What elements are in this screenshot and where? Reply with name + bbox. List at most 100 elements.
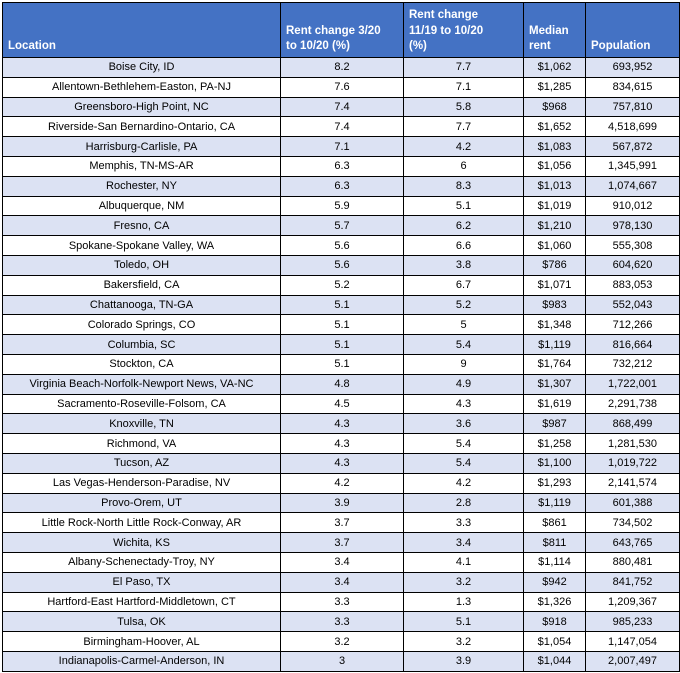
- cell-population: 880,481: [585, 551, 680, 573]
- cell-median-rent: $1,348: [523, 314, 586, 336]
- cell-population: 643,765: [585, 532, 680, 553]
- cell-population: 2,291,738: [585, 393, 680, 415]
- cell-population: 734,502: [585, 512, 680, 534]
- cell-median-rent: $1,293: [523, 472, 586, 494]
- cell-location: Columbia, SC: [2, 334, 281, 355]
- cell-rent-change-3-20: 5.6: [280, 254, 404, 276]
- col-header-location: Location: [2, 2, 281, 58]
- cell-median-rent: $1,054: [523, 631, 586, 652]
- cell-location: Allentown-Bethlehem-Easton, PA-NJ: [2, 76, 281, 98]
- cell-population: 567,872: [585, 136, 680, 157]
- cell-location: Spokane-Spokane Valley, WA: [2, 235, 281, 256]
- cell-population: 1,074,667: [585, 175, 680, 197]
- cell-rent-change-11-19: 4.2: [403, 136, 524, 157]
- cell-rent-change-11-19: 1.3: [403, 591, 524, 613]
- cell-rent-change-11-19: 4.3: [403, 393, 524, 415]
- cell-rent-change-3-20: 3.7: [280, 532, 404, 553]
- cell-location: Stockton, CA: [2, 353, 281, 375]
- cell-rent-change-11-19: 3.2: [403, 631, 524, 652]
- cell-median-rent: $1,062: [523, 57, 586, 78]
- table-row: Sacramento-Roseville-Folsom, CA 4.5 4.3 …: [2, 393, 680, 415]
- cell-rent-change-3-20: 5.1: [280, 353, 404, 375]
- table-row: Indianapolis-Carmel-Anderson, IN 3 3.9 $…: [2, 650, 680, 673]
- cell-rent-change-11-19: 5: [403, 314, 524, 336]
- cell-location: Colorado Springs, CO: [2, 314, 281, 336]
- table-row: Columbia, SC 5.1 5.4 $1,119 816,664: [2, 334, 680, 355]
- cell-rent-change-3-20: 3.4: [280, 551, 404, 573]
- cell-rent-change-11-19: 3.3: [403, 512, 524, 534]
- table-row: Birmingham-Hoover, AL 3.2 3.2 $1,054 1,1…: [2, 631, 680, 652]
- cell-population: 552,043: [585, 294, 680, 316]
- cell-median-rent: $1,119: [523, 492, 586, 514]
- cell-population: 978,130: [585, 215, 680, 237]
- cell-rent-change-11-19: 4.1: [403, 551, 524, 573]
- cell-location: Albany-Schenectady-Troy, NY: [2, 551, 281, 573]
- cell-rent-change-3-20: 7.1: [280, 136, 404, 157]
- cell-population: 555,308: [585, 235, 680, 256]
- table-row: El Paso, TX 3.4 3.2 $942 841,752: [2, 571, 680, 593]
- cell-rent-change-3-20: 7.4: [280, 96, 404, 118]
- cell-rent-change-11-19: 4.9: [403, 373, 524, 395]
- table-row: Bakersfield, CA 5.2 6.7 $1,071 883,053: [2, 274, 680, 296]
- cell-rent-change-11-19: 5.4: [403, 433, 524, 454]
- cell-median-rent: $1,652: [523, 116, 586, 138]
- table-row: Knoxville, TN 4.3 3.6 $987 868,499: [2, 413, 680, 435]
- cell-location: Albuquerque, NM: [2, 195, 281, 217]
- table-row: Virginia Beach-Norfolk-Newport News, VA-…: [2, 373, 680, 395]
- cell-rent-change-11-19: 6.2: [403, 215, 524, 237]
- cell-rent-change-11-19: 3.2: [403, 571, 524, 593]
- cell-median-rent: $1,056: [523, 155, 586, 177]
- cell-location: Provo-Orem, UT: [2, 492, 281, 514]
- cell-location: Memphis, TN-MS-AR: [2, 155, 281, 177]
- cell-median-rent: $861: [523, 512, 586, 534]
- cell-population: 1,019,722: [585, 452, 680, 474]
- cell-rent-change-3-20: 3.7: [280, 512, 404, 534]
- cell-population: 2,007,497: [585, 650, 680, 673]
- cell-location: Little Rock-North Little Rock-Conway, AR: [2, 512, 281, 534]
- cell-median-rent: $1,013: [523, 175, 586, 197]
- cell-population: 2,141,574: [585, 472, 680, 494]
- cell-population: 1,722,001: [585, 373, 680, 395]
- cell-rent-change-11-19: 2.8: [403, 492, 524, 514]
- col-header-rent-change-11-19: Rent change 11/19 to 10/20 (%): [403, 2, 524, 58]
- cell-location: Boise City, ID: [2, 57, 281, 78]
- cell-rent-change-3-20: 5.7: [280, 215, 404, 237]
- cell-rent-change-11-19: 3.8: [403, 254, 524, 276]
- table-row: Richmond, VA 4.3 5.4 $1,258 1,281,530: [2, 433, 680, 454]
- cell-rent-change-11-19: 5.1: [403, 611, 524, 633]
- cell-median-rent: $1,100: [523, 452, 586, 474]
- cell-rent-change-3-20: 5.1: [280, 334, 404, 355]
- cell-median-rent: $1,285: [523, 76, 586, 98]
- cell-median-rent: $1,119: [523, 334, 586, 355]
- cell-location: Knoxville, TN: [2, 413, 281, 435]
- cell-population: 693,952: [585, 57, 680, 78]
- col-header-population: Population: [585, 2, 680, 58]
- cell-rent-change-11-19: 9: [403, 353, 524, 375]
- cell-rent-change-3-20: 5.1: [280, 294, 404, 316]
- cell-location: Greensboro-High Point, NC: [2, 96, 281, 118]
- cell-population: 834,615: [585, 76, 680, 98]
- table-row: Harrisburg-Carlisle, PA 7.1 4.2 $1,083 5…: [2, 136, 680, 157]
- cell-rent-change-3-20: 4.5: [280, 393, 404, 415]
- cell-rent-change-3-20: 4.2: [280, 472, 404, 494]
- cell-population: 1,345,991: [585, 155, 680, 177]
- cell-median-rent: $786: [523, 254, 586, 276]
- cell-rent-change-3-20: 5.6: [280, 235, 404, 256]
- cell-median-rent: $987: [523, 413, 586, 435]
- cell-rent-change-3-20: 4.3: [280, 452, 404, 474]
- cell-rent-change-3-20: 5.1: [280, 314, 404, 336]
- cell-median-rent: $1,071: [523, 274, 586, 296]
- cell-rent-change-3-20: 3: [280, 650, 404, 673]
- cell-population: 601,388: [585, 492, 680, 514]
- cell-location: Tucson, AZ: [2, 452, 281, 474]
- header-row: Location Rent change 3/20 to 10/20 (%) R…: [2, 2, 680, 58]
- table-header: Location Rent change 3/20 to 10/20 (%) R…: [2, 2, 680, 58]
- table-row: Colorado Springs, CO 5.1 5 $1,348 712,26…: [2, 314, 680, 336]
- table-body: Boise City, ID 8.2 7.7 $1,062 693,952 Al…: [2, 57, 680, 673]
- cell-rent-change-11-19: 3.4: [403, 532, 524, 553]
- cell-rent-change-3-20: 3.3: [280, 611, 404, 633]
- cell-median-rent: $1,114: [523, 551, 586, 573]
- cell-population: 883,053: [585, 274, 680, 296]
- cell-location: Virginia Beach-Norfolk-Newport News, VA-…: [2, 373, 281, 395]
